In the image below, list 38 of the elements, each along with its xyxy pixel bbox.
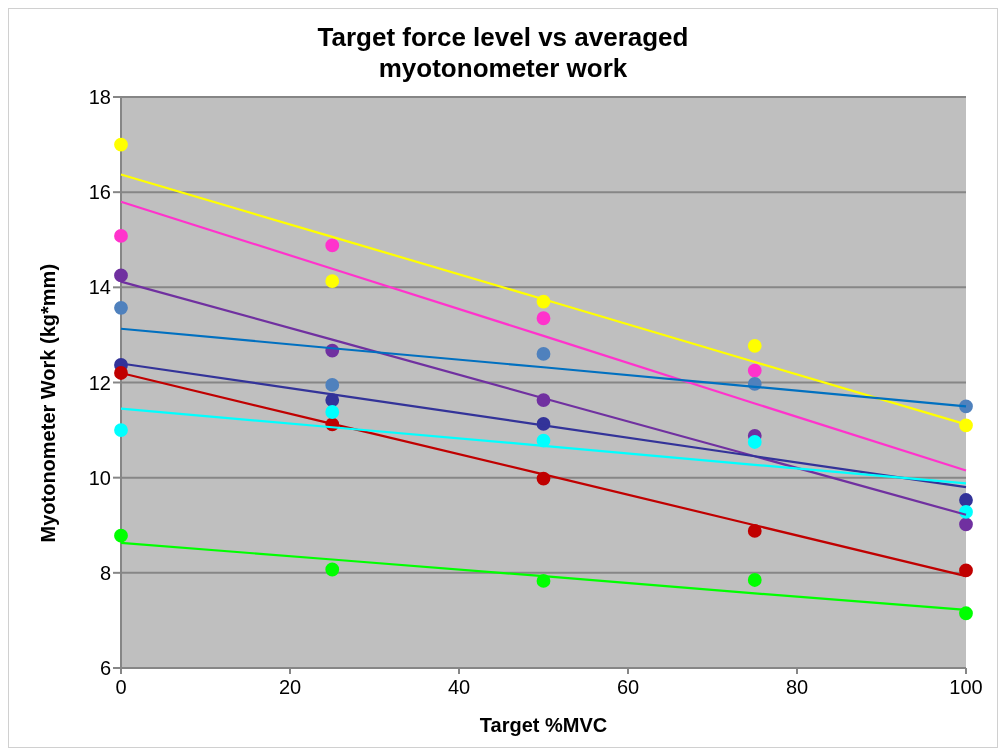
point xyxy=(325,377,340,392)
x-tick-label: 100 xyxy=(949,676,983,699)
x-tick-label: 40 xyxy=(447,676,471,699)
y-tick-label: 18 xyxy=(88,86,111,109)
x-tick-label: 80 xyxy=(785,676,809,699)
y-axis-title: Myotonometer Work (kg*mm) xyxy=(37,263,60,543)
y-tick-label: 16 xyxy=(88,181,111,204)
point xyxy=(114,229,128,243)
y-tick-label: 8 xyxy=(99,561,111,584)
point xyxy=(536,311,551,326)
point xyxy=(114,300,128,315)
point xyxy=(747,363,762,378)
point xyxy=(959,606,973,621)
point xyxy=(325,562,340,577)
point xyxy=(747,338,762,353)
point xyxy=(959,563,973,578)
x-tick-label: 20 xyxy=(278,676,302,699)
chart-title: Target force level vs averaged myotonometer work xyxy=(316,22,690,84)
point xyxy=(959,493,973,507)
point xyxy=(959,399,973,414)
point xyxy=(325,238,340,253)
y-tick-label: 14 xyxy=(88,276,111,299)
point xyxy=(325,405,340,419)
y-tick-label: 10 xyxy=(88,466,111,489)
point xyxy=(747,573,762,587)
point xyxy=(747,435,762,449)
point xyxy=(325,274,340,289)
x-tick-label: 60 xyxy=(616,676,640,699)
point xyxy=(959,517,973,532)
point xyxy=(114,268,128,283)
point xyxy=(114,423,128,437)
point xyxy=(536,347,551,361)
y-tick-label: 12 xyxy=(88,371,111,394)
x-axis-title: Target %MVC xyxy=(479,714,608,736)
point xyxy=(114,528,128,543)
y-tick-label: 6 xyxy=(99,657,111,680)
x-tick-label: 0 xyxy=(115,676,127,699)
point xyxy=(114,137,128,152)
